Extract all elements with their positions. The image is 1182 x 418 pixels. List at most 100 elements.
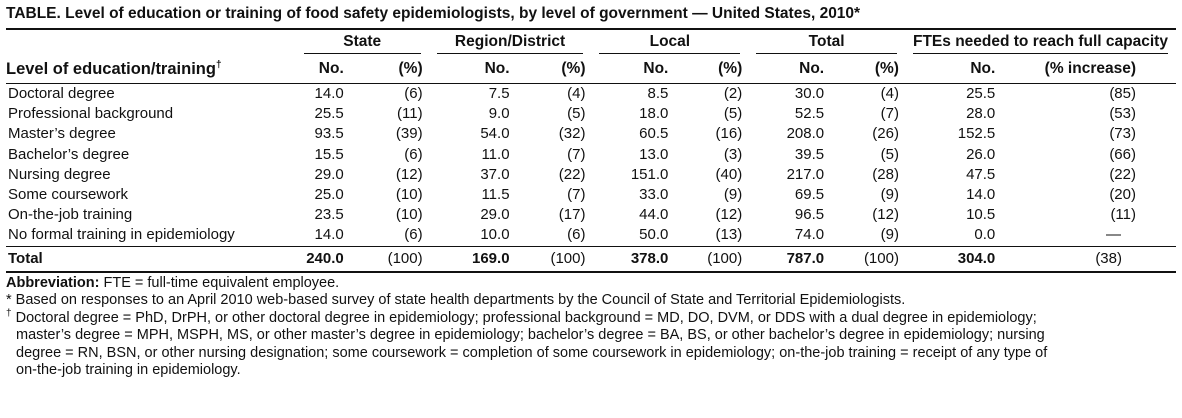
header-rule xyxy=(6,83,1176,84)
table-cell: 13.0 xyxy=(639,145,669,163)
table-cell: (7) xyxy=(567,186,586,204)
table-cell: 29.0 xyxy=(480,206,510,224)
group-header-local: Local xyxy=(591,30,748,55)
table-cell: (10) xyxy=(395,206,423,224)
total-row: Total 240.0 (100) 169.0 (100) 378.0 (100… xyxy=(6,245,1176,271)
table-cell: 29.0 xyxy=(314,165,344,183)
total-cell: (38) xyxy=(995,245,1176,271)
table-cell: 25.0 xyxy=(314,186,344,204)
table-cell: 50.0 xyxy=(639,226,669,244)
table-cell: (85) xyxy=(1109,85,1136,103)
table-cell: (9) xyxy=(880,186,899,204)
table-cell: 37.0 xyxy=(480,165,510,183)
table-cell: 33.0 xyxy=(639,186,669,204)
table-cell: (2) xyxy=(723,85,743,103)
table-cell: 217.0 xyxy=(786,165,825,183)
table-cell: (9) xyxy=(880,226,899,244)
row-label: Master’s degree xyxy=(8,125,116,143)
table-row: Professional background 25.5 (11) 9.0 (5) 18.… xyxy=(6,104,1176,124)
table-cell: (66) xyxy=(1109,145,1136,163)
dagger-note-line: degree = RN, BSN, or other nursing desig… xyxy=(16,344,1048,361)
table-cell: 30.0 xyxy=(794,85,825,103)
table-cell: (20) xyxy=(1109,186,1136,204)
group-header-total: Total xyxy=(748,30,905,55)
table-cell: (17) xyxy=(558,206,586,224)
dagger-note-line: on-the-job training in epidemiology. xyxy=(16,362,241,379)
table-cell: (22) xyxy=(558,165,586,183)
table-title: TABLE. Level of education or training of… xyxy=(6,5,861,22)
table-cell: (7) xyxy=(880,105,899,123)
table-cell: 93.5 xyxy=(314,125,344,143)
table-cell: 25.5 xyxy=(314,105,344,123)
table-cell: 60.5 xyxy=(639,125,669,143)
table-cell: (10) xyxy=(395,186,423,204)
table-cell: (53) xyxy=(1109,105,1136,123)
total-cell: (100) xyxy=(668,245,749,271)
table-cell: 39.5 xyxy=(794,145,825,163)
group-header-state: State xyxy=(296,30,429,55)
table-cell: 14.0 xyxy=(966,186,996,204)
table-cell: 44.0 xyxy=(639,206,669,224)
table-cell: (4) xyxy=(567,85,586,103)
education-table: State Region/District Local Total FTEs n… xyxy=(6,30,1176,271)
total-cell: 787.0 xyxy=(748,245,825,271)
table-cell: 11.0 xyxy=(481,145,510,163)
table-cell: 10.5 xyxy=(966,206,996,224)
table-cell: (4) xyxy=(880,85,899,103)
total-cell: (100) xyxy=(824,245,905,271)
sub-header-total-pct: (%) xyxy=(874,60,899,77)
table-cell: 151.0 xyxy=(630,165,669,183)
sub-header-state-no: No. xyxy=(318,60,344,77)
top-rule xyxy=(6,28,1176,30)
table-cell: 96.5 xyxy=(794,206,825,224)
group-header-blank xyxy=(6,30,296,55)
table-cell: (40) xyxy=(715,165,743,183)
table-cell: 74.0 xyxy=(794,226,825,244)
table-row: Some coursework 25.0 (10) 11.5 (7) 33.0 (9) 69.… xyxy=(6,185,1176,205)
table-cell: 28.0 xyxy=(966,105,996,123)
group-header-region: Region/District xyxy=(429,30,592,55)
table-cell: (6) xyxy=(404,85,423,103)
table-cell: 18.0 xyxy=(639,105,669,123)
table-cell: (26) xyxy=(872,125,899,143)
table-cell: (5) xyxy=(723,105,743,123)
table-cell: 10.0 xyxy=(480,226,510,244)
table-cell: (6) xyxy=(567,226,586,244)
group-header-ftes: FTEs needed to reach full capacity xyxy=(905,30,1176,55)
table-cell: (5) xyxy=(880,145,899,163)
table-row: Bachelor’s degree 15.5 (6) 11.0 (7) 13.0 (3) 39… xyxy=(6,145,1176,165)
table-cell: (3) xyxy=(723,145,743,163)
sub-header-local-no: No. xyxy=(643,60,669,77)
table-cell: 54.0 xyxy=(480,125,510,143)
sub-header-ftes-no: No. xyxy=(970,60,996,77)
table-cell: (16) xyxy=(715,125,743,143)
table-cell: (5) xyxy=(567,105,586,123)
table-row: On-the-job training 23.5 (10) 29.0 (17) 44.0 (… xyxy=(6,205,1176,225)
total-label: Total xyxy=(6,245,296,271)
table-cell: 69.5 xyxy=(794,186,825,204)
table-cell: 23.5 xyxy=(314,206,344,224)
total-cell: 169.0 xyxy=(428,245,510,271)
table-cell: 14.0 xyxy=(314,85,344,103)
table-cell: (39) xyxy=(395,125,423,143)
abbreviation-note: Abbreviation: FTE = full-time equivalent… xyxy=(6,274,340,291)
star-note: * Based on responses to an April 2010 we… xyxy=(6,292,906,309)
table-cell: (6) xyxy=(404,226,423,244)
row-label: Professional background xyxy=(8,105,174,123)
row-header: Level of education/training† xyxy=(6,59,222,78)
table-cell: 52.5 xyxy=(794,105,825,123)
row-label: Bachelor’s degree xyxy=(8,145,130,163)
row-label: Nursing degree xyxy=(8,165,111,183)
table-row: Doctoral degree 14.0 (6) 7.5 (4) 8.5 (2) 30.0 (4… xyxy=(6,84,1176,104)
table-cell: (12) xyxy=(715,206,743,224)
dagger-mark: † xyxy=(215,59,222,70)
table-cell: (12) xyxy=(872,206,899,224)
sub-header-row: Level of education/training† No. (%) No.… xyxy=(6,55,1176,84)
sub-header-region-pct: (%) xyxy=(561,60,586,77)
table-row: No formal training in epidemiology 14.0 (6… xyxy=(6,225,1176,246)
table-cell: 152.5 xyxy=(957,125,996,143)
table-cell: (32) xyxy=(558,125,586,143)
table-row: Master’s degree 93.5 (39) 54.0 (32) 60.5 (16) 2… xyxy=(6,124,1176,144)
table-cell: 25.5 xyxy=(966,85,996,103)
table-cell: 9.0 xyxy=(488,105,510,123)
